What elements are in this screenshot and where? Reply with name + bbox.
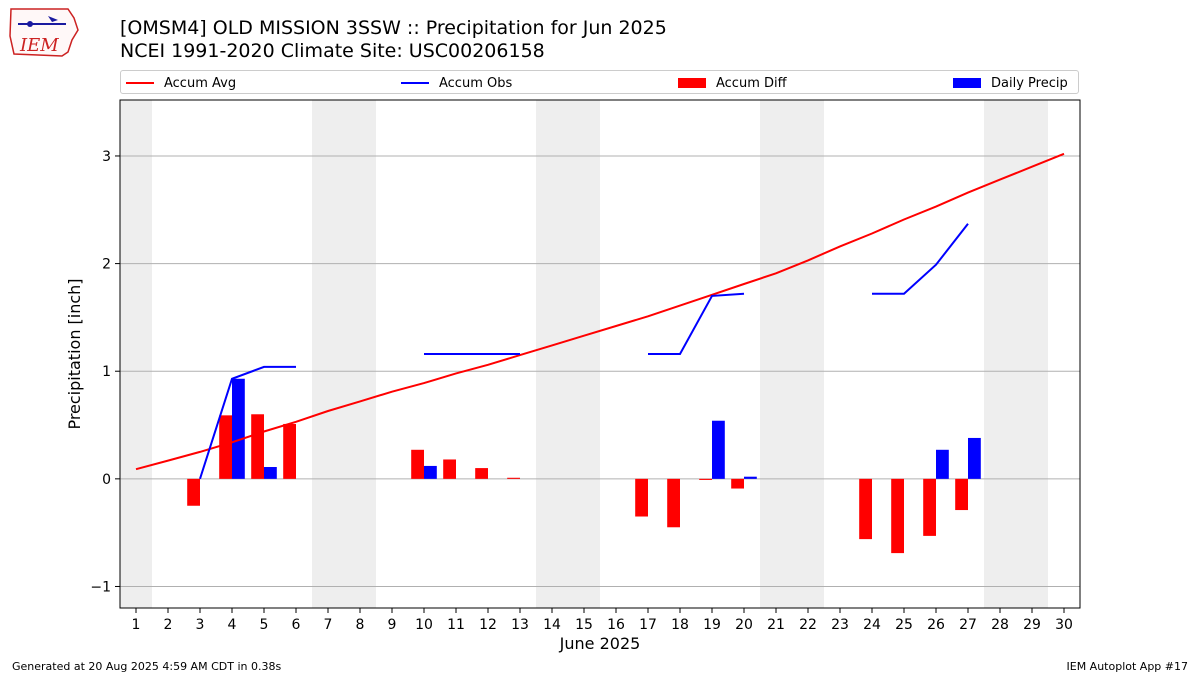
accum-diff-bar bbox=[635, 478, 648, 517]
legend-label: Daily Precip bbox=[991, 75, 1068, 91]
legend-swatch bbox=[678, 78, 706, 88]
chart-title: [OMSM4] OLD MISSION 3SSW :: Precipitatio… bbox=[120, 17, 667, 39]
accum-diff-bar bbox=[891, 478, 904, 554]
daily-precip-bar bbox=[712, 420, 725, 479]
plot-frame bbox=[119, 99, 1081, 609]
footer-app: IEM Autoplot App #17 bbox=[1066, 660, 1189, 673]
legend-swatch bbox=[953, 78, 981, 88]
accum-avg-line bbox=[135, 152, 1065, 471]
weekend-band bbox=[760, 100, 792, 608]
iem-logo: IEM bbox=[9, 8, 79, 57]
y-tick-label: 0 bbox=[102, 472, 111, 488]
legend: Accum Avg Accum Obs Accum Diff Daily Pre… bbox=[120, 70, 1079, 94]
x-tick-label: 19 bbox=[703, 617, 721, 633]
legend-item-daily-precip: Daily Precip bbox=[953, 74, 1068, 92]
legend-item-accum-obs: Accum Obs bbox=[401, 74, 512, 92]
daily-precip-bar bbox=[968, 437, 981, 479]
legend-label: Accum Avg bbox=[164, 75, 237, 91]
accum-diff-bar bbox=[859, 478, 872, 540]
accum-diff-bar bbox=[219, 415, 232, 479]
daily-precip-bar bbox=[232, 378, 245, 479]
x-tick-label: 16 bbox=[607, 617, 625, 633]
x-tick-label: 10 bbox=[415, 617, 433, 633]
x-tick-label: 2 bbox=[164, 617, 173, 633]
daily-precip-bar bbox=[936, 449, 949, 479]
x-tick-label: 24 bbox=[863, 617, 881, 633]
accum-diff-bar bbox=[923, 478, 936, 536]
accum-diff-bar bbox=[955, 478, 968, 511]
y-tick-label: 2 bbox=[102, 257, 111, 273]
x-tick-label: 30 bbox=[1055, 617, 1073, 633]
weekend-band bbox=[984, 100, 1016, 608]
x-tick-label: 15 bbox=[575, 617, 593, 633]
legend-item-accum-avg: Accum Avg bbox=[126, 74, 236, 92]
plot-area bbox=[120, 100, 1080, 608]
y-tick-label: 1 bbox=[102, 364, 111, 380]
accum-diff-bar bbox=[667, 478, 680, 528]
accum-diff-bar bbox=[699, 478, 712, 480]
weekend-band bbox=[792, 100, 824, 608]
x-tick-label: 29 bbox=[1023, 617, 1041, 633]
x-tick-label: 6 bbox=[292, 617, 301, 633]
accum-diff-bar bbox=[187, 478, 200, 506]
logo-text: IEM bbox=[19, 35, 59, 56]
daily-precip-bar bbox=[744, 476, 757, 479]
weekend-band bbox=[568, 100, 600, 608]
accum-obs-line bbox=[648, 292, 745, 355]
legend-label: Accum Diff bbox=[716, 75, 787, 91]
x-tick-label: 21 bbox=[767, 617, 785, 633]
x-tick-label: 22 bbox=[799, 617, 817, 633]
weekend-band bbox=[120, 100, 152, 608]
x-tick-label: 8 bbox=[356, 617, 365, 633]
daily-precip-bar bbox=[424, 465, 437, 479]
accum-diff-bar bbox=[731, 478, 744, 489]
x-tick-label: 4 bbox=[228, 617, 237, 633]
x-tick-label: 20 bbox=[735, 617, 753, 633]
accum-obs-line bbox=[872, 223, 969, 295]
x-tick-label: 5 bbox=[260, 617, 269, 633]
legend-label: Accum Obs bbox=[439, 75, 513, 91]
x-tick-label: 12 bbox=[479, 617, 497, 633]
x-tick-label: 3 bbox=[196, 617, 205, 633]
x-axis-label: June 2025 bbox=[559, 634, 641, 653]
y-tick-label: 3 bbox=[102, 149, 111, 165]
y-tick-label: −1 bbox=[90, 579, 111, 595]
chart-subtitle: NCEI 1991-2020 Climate Site: USC00206158 bbox=[120, 40, 545, 62]
weekend-band bbox=[344, 100, 376, 608]
accum-diff-bar bbox=[475, 468, 488, 479]
accum-diff-bar bbox=[283, 423, 296, 479]
x-tick-label: 7 bbox=[324, 617, 333, 633]
legend-swatch bbox=[401, 82, 429, 84]
accum-diff-bar bbox=[507, 477, 520, 479]
weekend-band bbox=[1016, 100, 1048, 608]
accum-diff-bar bbox=[443, 459, 456, 479]
y-axis-label: Precipitation [inch] bbox=[65, 278, 84, 429]
x-tick-label: 26 bbox=[927, 617, 945, 633]
footer-generated: Generated at 20 Aug 2025 4:59 AM CDT in … bbox=[12, 660, 282, 673]
accum-diff-bar bbox=[411, 449, 424, 479]
legend-item-accum-diff: Accum Diff bbox=[678, 74, 787, 92]
accum-obs-line bbox=[199, 365, 296, 480]
x-tick-label: 17 bbox=[639, 617, 657, 633]
accum-diff-bar bbox=[251, 414, 264, 479]
x-tick-label: 27 bbox=[959, 617, 977, 633]
weekend-band bbox=[312, 100, 344, 608]
x-tick-label: 18 bbox=[671, 617, 689, 633]
x-tick-label: 1 bbox=[132, 617, 141, 633]
x-tick-label: 28 bbox=[991, 617, 1009, 633]
x-tick-label: 13 bbox=[511, 617, 529, 633]
x-tick-label: 25 bbox=[895, 617, 913, 633]
legend-swatch bbox=[126, 82, 154, 84]
daily-precip-bar bbox=[264, 467, 277, 479]
x-tick-label: 14 bbox=[543, 617, 561, 633]
x-tick-label: 11 bbox=[447, 617, 465, 633]
weekend-band bbox=[536, 100, 568, 608]
x-tick-label: 23 bbox=[831, 617, 849, 633]
x-tick-label: 9 bbox=[388, 617, 397, 633]
